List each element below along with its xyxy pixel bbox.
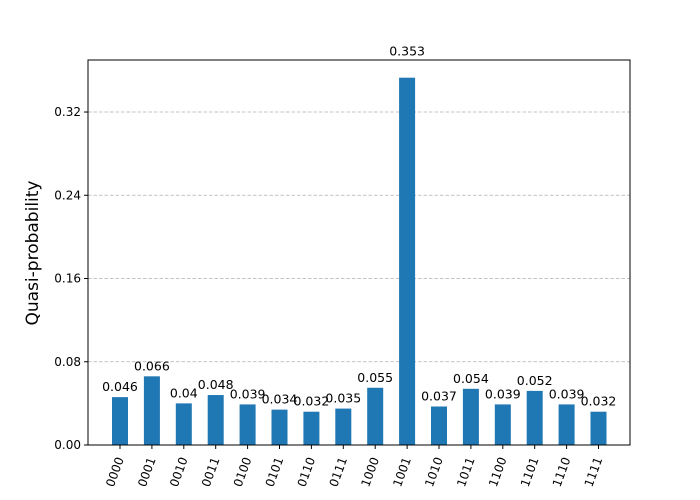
data-label: 0.039	[549, 386, 585, 401]
bar-1001	[399, 77, 416, 446]
y-tick-label: 0.16	[54, 272, 81, 286]
x-tick-label: 1101	[518, 455, 542, 488]
x-tick-label: 0100	[231, 455, 255, 488]
x-tick-label: 0110	[295, 455, 319, 488]
y-axis-label: Quasi-probability	[23, 181, 43, 326]
data-label: 0.353	[389, 44, 425, 59]
bars	[112, 77, 607, 446]
bar-1000	[367, 387, 384, 445]
x-tick-label: 0010	[167, 455, 191, 488]
data-label: 0.046	[102, 379, 138, 394]
bar-0000	[112, 397, 128, 445]
bar-0100	[239, 404, 256, 445]
x-tick-label: 1100	[486, 455, 510, 488]
bar-1100	[494, 404, 511, 445]
bar-1111	[590, 411, 607, 445]
data-label: 0.032	[581, 394, 617, 409]
x-tick-label: 0000	[103, 455, 127, 488]
bar-0001	[143, 376, 160, 445]
data-label: 0.055	[357, 370, 393, 385]
x-tick-label: 0001	[135, 455, 159, 488]
bar-0110	[303, 411, 320, 445]
x-tick-label: 1110	[550, 455, 574, 488]
data-label: 0.034	[262, 392, 298, 407]
bar-0011	[207, 395, 224, 445]
bar-1110	[558, 404, 575, 445]
data-label: 0.039	[485, 386, 521, 401]
x-axis-ticks: 0000 0001 0010 0011 0100 0101 0110 0111 1000 1001…	[103, 445, 605, 489]
plot-frame	[87, 59, 631, 446]
data-labels: 0.0460.0660.040.0480.0390.0340.0320.0350…	[102, 44, 616, 409]
bar-1101	[526, 390, 543, 445]
x-tick-label: 0101	[263, 455, 287, 488]
data-label: 0.054	[453, 371, 489, 386]
x-tick-label: 1000	[358, 455, 382, 488]
data-label: 0.037	[421, 389, 457, 404]
x-tick-label: 0111	[327, 455, 351, 488]
y-tick-label: 0.24	[54, 188, 81, 202]
data-label: 0.035	[325, 391, 361, 406]
data-label: 0.039	[230, 386, 266, 401]
x-tick-label: 1010	[422, 455, 446, 488]
data-label: 0.032	[294, 394, 330, 409]
data-label: 0.048	[198, 377, 234, 392]
x-tick-label: 1001	[390, 455, 414, 488]
y-tick-label: 0.32	[54, 105, 81, 119]
bar-1010	[431, 406, 447, 445]
x-tick-label: 1111	[582, 455, 606, 488]
x-tick-label: 1011	[454, 455, 478, 488]
data-label: 0.04	[170, 385, 198, 400]
y-tick-label: 0.00	[54, 438, 81, 452]
grid-lines	[88, 111, 630, 363]
bar-0111	[335, 408, 352, 445]
data-label: 0.066	[134, 358, 170, 373]
y-axis-ticks: 0.00 0.08 0.16 0.24 0.32	[54, 105, 88, 452]
y-tick-label: 0.08	[54, 355, 81, 369]
bar-1011	[462, 388, 479, 445]
x-tick-label: 0011	[199, 455, 223, 488]
bar-0010	[175, 403, 192, 445]
bar-0101	[271, 409, 288, 445]
data-label: 0.052	[517, 373, 553, 388]
